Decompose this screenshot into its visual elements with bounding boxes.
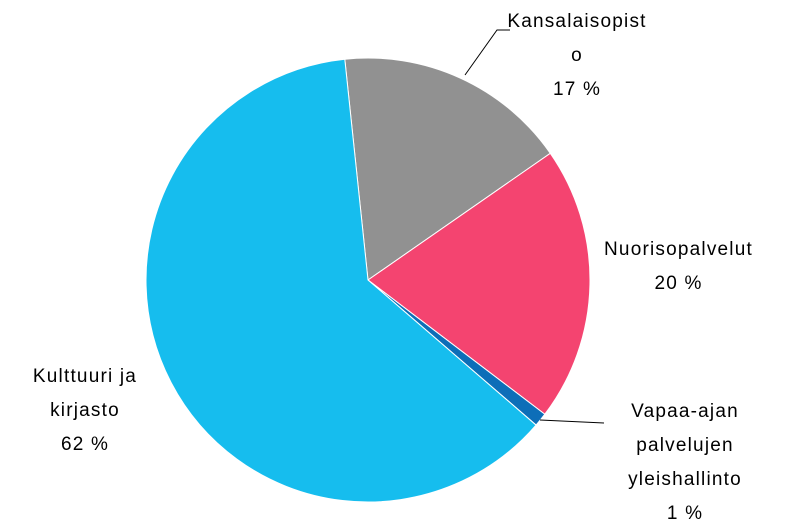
pie-slice xyxy=(367,152,591,415)
slice-label: Kulttuuri ja kirjasto 62 % xyxy=(5,360,165,462)
category-label: Nuorisopalvelut xyxy=(604,239,753,260)
value-label: 62 % xyxy=(60,434,110,455)
slice-label: Nuorisopalvelut 20 % xyxy=(596,233,761,301)
leader-line xyxy=(539,419,605,424)
category-label: Kansalaisopisto xyxy=(507,11,647,66)
value-label: 20 % xyxy=(654,273,703,294)
value-label: 1 % xyxy=(666,503,704,524)
category-label: Vapaa-ajan palvelujen yleishallinto xyxy=(628,401,742,490)
value-label: 17 % xyxy=(552,79,602,100)
slice-label: Vapaa-ajan palvelujen yleishallinto 1 % xyxy=(600,395,770,524)
leader-line xyxy=(464,29,510,76)
category-label: Kulttuuri ja kirjasto xyxy=(32,366,138,421)
pie-slice xyxy=(344,57,551,281)
slice-label: Kansalaisopisto 17 % xyxy=(502,5,652,107)
pie-slice xyxy=(145,58,537,503)
